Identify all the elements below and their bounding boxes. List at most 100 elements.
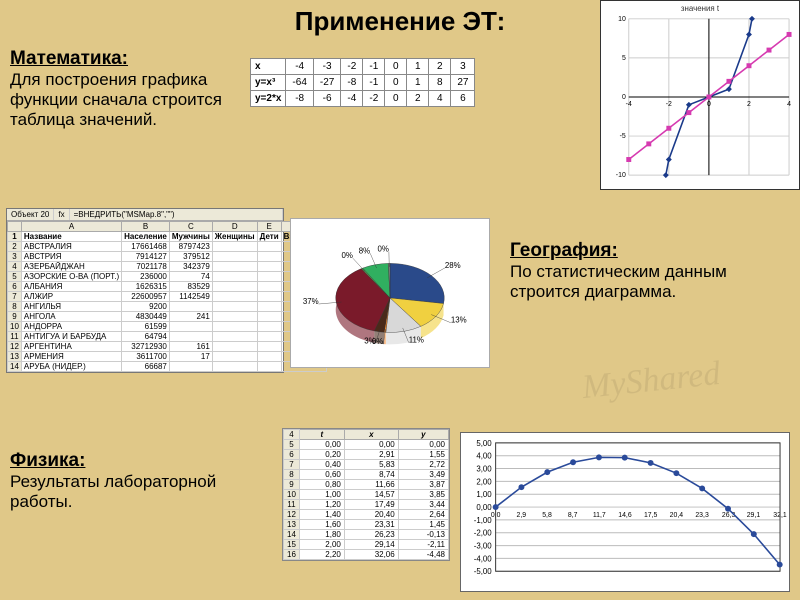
svg-text:5,8: 5,8 xyxy=(542,512,552,519)
name-box: Объект 20 xyxy=(7,209,54,220)
table-row: 10АНДОРРА61599 xyxy=(8,322,327,332)
svg-text:10: 10 xyxy=(618,16,626,23)
table-cell: -3 xyxy=(313,59,340,75)
phys-spreadsheet: 4txy50,000,000,0060,202,911,5570,405,832… xyxy=(282,428,450,561)
table-row: 162,2032,06-4,48 xyxy=(284,550,449,560)
table-cell: -27 xyxy=(313,75,340,91)
svg-text:5,00: 5,00 xyxy=(476,439,492,448)
table-row: 13АРМЕНИЯ361170017 xyxy=(8,352,327,362)
table-cell: -64 xyxy=(286,75,313,91)
table-row: 111,2017,493,44 xyxy=(284,500,449,510)
svg-text:4,00: 4,00 xyxy=(476,452,492,461)
svg-text:0,00: 0,00 xyxy=(476,503,492,512)
table-row: 8АНГИЛЬЯ9200 xyxy=(8,302,327,312)
svg-text:-3,00: -3,00 xyxy=(474,542,493,551)
svg-text:37%: 37% xyxy=(303,297,319,306)
svg-text:29,1: 29,1 xyxy=(747,512,761,519)
table-cell: -8 xyxy=(341,75,363,91)
table-cell: 1 xyxy=(407,75,429,91)
svg-text:3,00: 3,00 xyxy=(476,465,492,474)
table-row: 4txy xyxy=(284,430,449,440)
table-cell: -4 xyxy=(341,91,363,107)
svg-text:3%: 3% xyxy=(364,336,375,345)
svg-text:28%: 28% xyxy=(445,261,461,270)
geo-section: География: По статистическим данным стро… xyxy=(510,240,790,302)
svg-text:0%: 0% xyxy=(341,251,352,260)
table-cell: 0 xyxy=(385,75,407,91)
table-cell: -4 xyxy=(286,59,313,75)
table-row: 90,8011,663,87 xyxy=(284,480,449,490)
svg-text:-5: -5 xyxy=(620,133,626,140)
svg-text:2,00: 2,00 xyxy=(476,477,492,486)
svg-text:-2: -2 xyxy=(666,101,672,108)
geo-pie-chart: 28%13%11%0%3%37%0%8%0% xyxy=(290,218,490,368)
table-row: 50,000,000,00 xyxy=(284,440,449,450)
table-cell: 27 xyxy=(451,75,475,91)
svg-text:11,7: 11,7 xyxy=(593,512,606,519)
table-row: 141,8026,23-0,13 xyxy=(284,530,449,540)
table-cell: 8 xyxy=(429,75,451,91)
math-text: Для построения графика функции сначала с… xyxy=(10,70,240,130)
svg-text:11%: 11% xyxy=(409,336,424,345)
table-row: 80,608,743,49 xyxy=(284,470,449,480)
phys-text: Результаты лабораторной работы. xyxy=(10,472,270,512)
geo-text: По статистическим данным строится диагра… xyxy=(510,262,790,302)
svg-text:23,3: 23,3 xyxy=(695,512,709,519)
table-row: 121,4020,402,64 xyxy=(284,510,449,520)
table-row: 70,405,832,72 xyxy=(284,460,449,470)
table-row: 101,0014,573,85 xyxy=(284,490,449,500)
phys-table: 4txy50,000,000,0060,202,911,5570,405,832… xyxy=(283,429,449,560)
table-row: 152,0029,14-2,11 xyxy=(284,540,449,550)
table-row: 5АЗОРСКИЕ О-ВА (ПОРТ.)23600074 xyxy=(8,272,327,282)
table-row: 6АЛБАНИЯ162631583529 xyxy=(8,282,327,292)
svg-text:20,4: 20,4 xyxy=(670,512,684,519)
table-cell: 2 xyxy=(429,59,451,75)
geo-label: География: xyxy=(510,240,790,262)
svg-text:значения t: значения t xyxy=(681,4,720,13)
svg-text:5: 5 xyxy=(622,55,626,62)
phys-line-chart: -5,00-4,00-3,00-2,00-1,000,001,002,003,0… xyxy=(460,432,790,592)
table-cell: y=2*x xyxy=(251,91,286,107)
table-cell: -1 xyxy=(363,75,385,91)
svg-text:-5,00: -5,00 xyxy=(474,567,493,576)
formula-text: =ВНЕДРИТЬ("MSMap.8","") xyxy=(70,209,283,220)
table-cell: 2 xyxy=(407,91,429,107)
svg-text:0: 0 xyxy=(622,94,626,101)
table-cell: -8 xyxy=(286,91,313,107)
svg-text:8%: 8% xyxy=(359,246,370,255)
svg-text:8,7: 8,7 xyxy=(568,512,578,519)
geo-spreadsheet: Объект 20 fx =ВНЕДРИТЬ("MSMap.8","") ABC… xyxy=(6,208,284,373)
watermark: MyShared xyxy=(580,355,722,407)
math-label: Математика: xyxy=(10,48,240,70)
svg-text:1,00: 1,00 xyxy=(476,490,492,499)
table-cell: 6 xyxy=(451,91,475,107)
table-cell: 0 xyxy=(385,59,407,75)
table-cell: 3 xyxy=(451,59,475,75)
phys-label: Физика: xyxy=(10,450,270,472)
svg-text:-4: -4 xyxy=(626,101,632,108)
svg-text:-4,00: -4,00 xyxy=(474,554,493,563)
svg-text:17,5: 17,5 xyxy=(644,512,658,519)
table-row: 11АНТИГУА И БАРБУДА64794 xyxy=(8,332,327,342)
formula-bar: Объект 20 fx =ВНЕДРИТЬ("MSMap.8","") xyxy=(7,209,283,221)
svg-text:26,3: 26,3 xyxy=(722,512,736,519)
table-cell: 0 xyxy=(385,91,407,107)
math-values-table: x-4-3-2-10123y=x³-64-27-8-101827y=2*x-8-… xyxy=(250,58,475,107)
table-row: 7АЛЖИР226009571142549 xyxy=(8,292,327,302)
phys-section: Физика: Результаты лабораторной работы. xyxy=(10,450,270,512)
table-cell: y=x³ xyxy=(251,75,286,91)
table-cell: x xyxy=(251,59,286,75)
table-cell: -2 xyxy=(363,91,385,107)
table-cell: 1 xyxy=(407,59,429,75)
table-cell: -2 xyxy=(341,59,363,75)
svg-text:-1,00: -1,00 xyxy=(474,516,493,525)
geo-table: ABCDEF1НазваниеНаселениеМужчиныЖенщиныДе… xyxy=(7,221,327,372)
svg-text:13%: 13% xyxy=(451,316,467,325)
svg-text:2,9: 2,9 xyxy=(517,512,527,519)
svg-text:14,6: 14,6 xyxy=(618,512,632,519)
table-row: 3АВСТРИЯ7914127379512 xyxy=(8,252,327,262)
fx-label: fx xyxy=(54,209,69,220)
svg-text:-10: -10 xyxy=(616,172,626,179)
table-row: 12АРГЕНТИНА32712930161 xyxy=(8,342,327,352)
svg-text:4: 4 xyxy=(787,101,791,108)
